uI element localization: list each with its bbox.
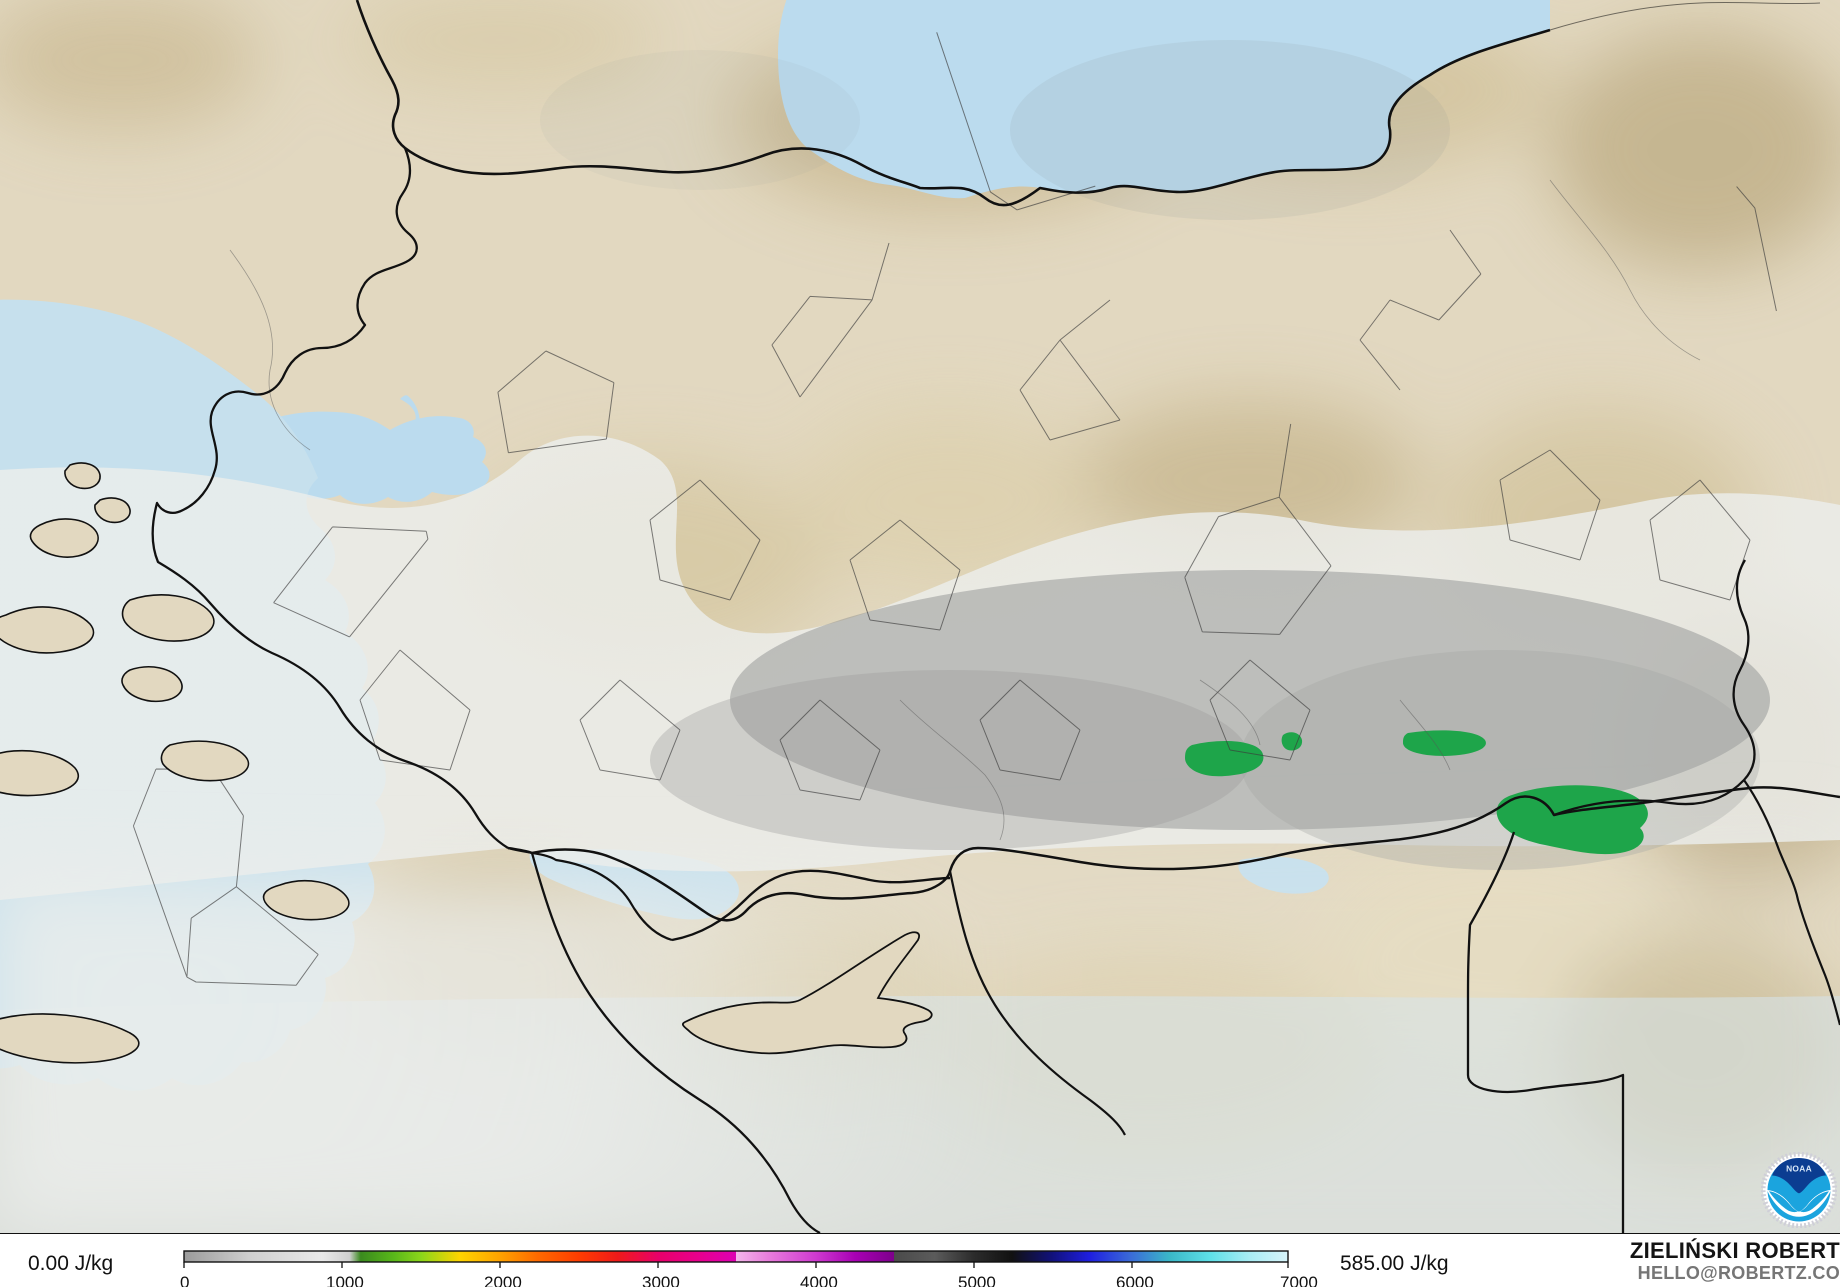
- svg-text:NOAA: NOAA: [1786, 1163, 1812, 1173]
